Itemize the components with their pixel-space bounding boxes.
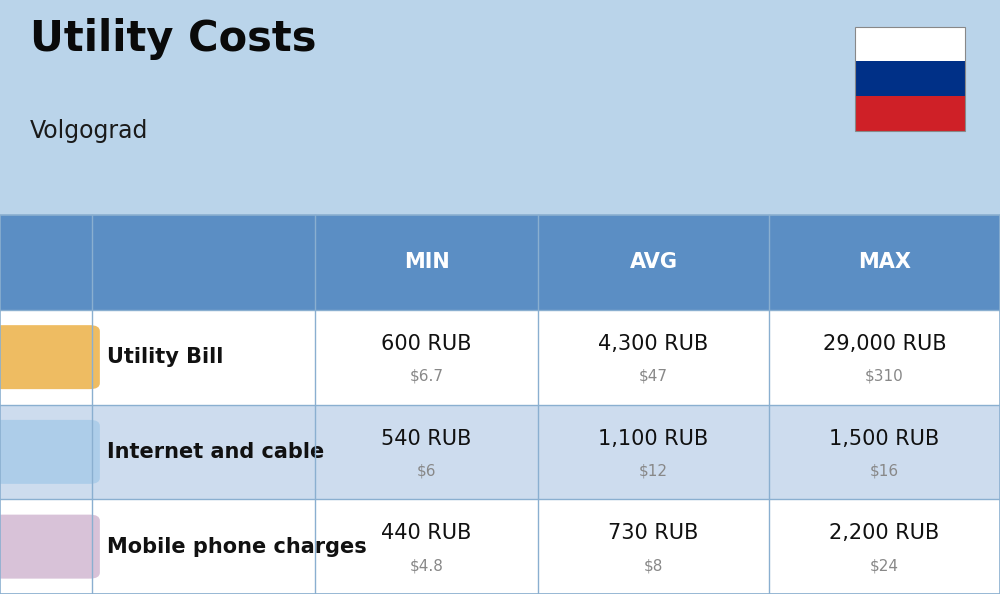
FancyBboxPatch shape xyxy=(0,405,1000,499)
Text: 730 RUB: 730 RUB xyxy=(608,523,699,544)
FancyBboxPatch shape xyxy=(855,96,965,131)
Text: $24: $24 xyxy=(870,558,899,573)
FancyBboxPatch shape xyxy=(0,310,1000,405)
Text: MAX: MAX xyxy=(858,252,911,273)
Text: Mobile phone charges: Mobile phone charges xyxy=(107,536,367,557)
Text: $12: $12 xyxy=(639,463,668,478)
Text: $6: $6 xyxy=(417,463,436,478)
Text: 1,100 RUB: 1,100 RUB xyxy=(598,429,709,448)
Text: $8: $8 xyxy=(644,558,663,573)
Text: 4,300 RUB: 4,300 RUB xyxy=(598,334,709,354)
Text: 29,000 RUB: 29,000 RUB xyxy=(823,334,946,354)
Text: $6.7: $6.7 xyxy=(410,369,444,384)
Text: 440 RUB: 440 RUB xyxy=(381,523,472,544)
Text: 1,500 RUB: 1,500 RUB xyxy=(829,429,940,448)
FancyBboxPatch shape xyxy=(0,325,100,389)
Text: $310: $310 xyxy=(865,369,904,384)
Text: $4.8: $4.8 xyxy=(410,558,443,573)
Text: 2,200 RUB: 2,200 RUB xyxy=(829,523,940,544)
Text: Utility Bill: Utility Bill xyxy=(107,347,223,367)
Text: Volgograd: Volgograd xyxy=(30,119,148,143)
FancyBboxPatch shape xyxy=(0,215,1000,310)
Text: 540 RUB: 540 RUB xyxy=(381,429,472,448)
Text: 600 RUB: 600 RUB xyxy=(381,334,472,354)
FancyBboxPatch shape xyxy=(855,61,965,96)
Text: Internet and cable: Internet and cable xyxy=(107,442,324,462)
Text: Utility Costs: Utility Costs xyxy=(30,18,316,60)
Text: MIN: MIN xyxy=(404,252,449,273)
FancyBboxPatch shape xyxy=(855,27,965,61)
Text: $47: $47 xyxy=(639,369,668,384)
FancyBboxPatch shape xyxy=(0,514,100,579)
Text: $16: $16 xyxy=(870,463,899,478)
Text: AVG: AVG xyxy=(630,252,678,273)
FancyBboxPatch shape xyxy=(0,499,1000,594)
FancyBboxPatch shape xyxy=(0,420,100,484)
